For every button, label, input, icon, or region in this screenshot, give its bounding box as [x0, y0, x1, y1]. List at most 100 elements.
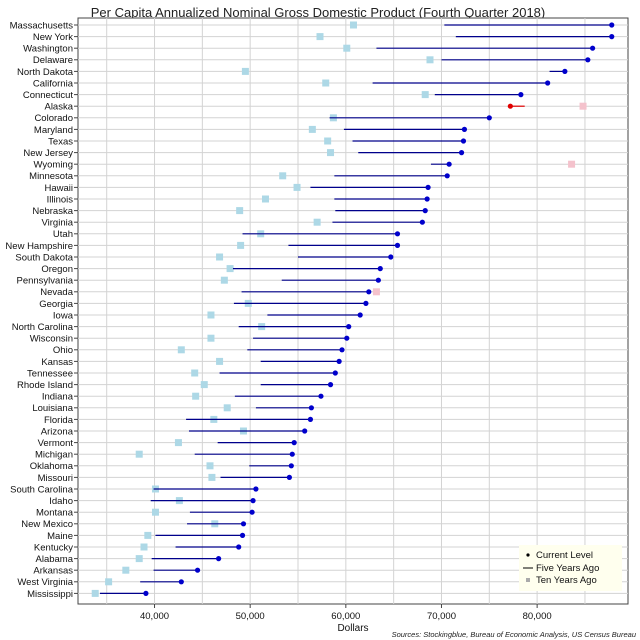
ten-years-ago-marker — [135, 450, 143, 458]
state-label: Wyoming — [33, 160, 73, 171]
legend-current-marker — [526, 553, 530, 557]
state-row: Massachusetts — [10, 20, 628, 31]
current-level-dot — [336, 358, 342, 364]
ten-years-ago-marker — [216, 253, 224, 261]
state-label: Florida — [44, 415, 74, 426]
state-row: Virginia — [41, 218, 628, 229]
state-label: Iowa — [53, 310, 74, 321]
current-level-dot — [444, 173, 450, 179]
x-tick-label: 80,000 — [523, 611, 552, 622]
current-level-dot — [375, 277, 381, 283]
state-label: Kansas — [41, 357, 73, 368]
state-label: Maryland — [34, 125, 73, 136]
current-level-dot — [302, 428, 308, 434]
current-level-dot — [286, 474, 292, 480]
state-row: New Hampshire — [5, 241, 628, 252]
state-row: Florida — [44, 415, 628, 426]
state-row: Pennsylvania — [16, 276, 628, 287]
ten-years-ago-marker — [174, 439, 182, 447]
ten-years-ago-marker — [191, 369, 199, 377]
ten-years-ago-marker — [216, 357, 224, 365]
current-level-dot — [585, 57, 591, 63]
ten-years-ago-marker — [144, 531, 152, 539]
state-label: Mississippi — [27, 589, 73, 600]
current-level-dot — [216, 556, 222, 562]
ten-years-ago-marker — [105, 578, 113, 586]
state-row: New York — [33, 32, 628, 43]
state-label: Pennsylvania — [16, 276, 73, 287]
state-row: Louisiana — [32, 403, 628, 414]
state-label: Texas — [48, 136, 73, 147]
current-level-dot — [307, 416, 314, 422]
state-row: Colorado — [34, 113, 628, 124]
state-label: Oklahoma — [30, 461, 74, 472]
ten-years-ago-marker — [293, 183, 301, 191]
current-level-dot — [461, 126, 468, 132]
current-level-dot — [288, 463, 294, 469]
ten-years-ago-marker — [208, 473, 216, 481]
current-level-dot — [388, 254, 394, 260]
current-level-dot — [250, 498, 256, 504]
current-level-dot — [562, 68, 568, 74]
current-level-dot — [366, 289, 372, 295]
state-label: North Dakota — [17, 67, 74, 78]
ten-years-ago-marker — [568, 160, 576, 168]
legend: Current Level Five Years Ago Ten Years A… — [519, 545, 622, 591]
state-label: Ohio — [53, 345, 73, 356]
state-label: Nevada — [40, 287, 73, 298]
legend-box — [519, 545, 622, 591]
state-label: Louisiana — [32, 403, 73, 414]
state-row: Alaska — [44, 102, 628, 113]
state-row: Missouri — [38, 473, 628, 484]
state-row: Hawaii — [44, 183, 628, 194]
state-label: South Carolina — [10, 484, 74, 495]
current-level-dot — [422, 208, 428, 214]
state-label: Minnesota — [29, 171, 74, 182]
current-level-dot — [458, 150, 465, 156]
state-label: New Jersey — [23, 148, 73, 159]
plot-area — [77, 17, 629, 605]
state-label: North Carolina — [12, 322, 74, 333]
state-label: Colorado — [34, 113, 73, 124]
current-level-dot — [194, 567, 201, 573]
current-level-dot — [344, 335, 350, 341]
current-level-dot — [318, 393, 324, 399]
x-axis-title: Dollars — [337, 623, 368, 634]
state-row: Michigan — [35, 450, 628, 461]
ten-years-ago-marker — [579, 102, 587, 110]
state-label: West Virginia — [17, 577, 73, 588]
current-level-dot — [239, 532, 246, 539]
state-label: Nebraska — [32, 206, 73, 217]
state-label: Wisconsin — [30, 334, 73, 345]
legend-ten-years-marker — [526, 578, 530, 582]
current-level-dot — [424, 196, 430, 202]
current-level-dot — [332, 370, 338, 376]
state-label: Utah — [53, 229, 73, 240]
current-level-dot — [253, 486, 259, 492]
ten-years-ago-marker — [327, 149, 335, 157]
ten-years-ago-marker — [324, 137, 332, 145]
current-level-dot — [609, 34, 615, 40]
state-label: Montana — [36, 508, 74, 519]
current-level-dot — [446, 161, 452, 167]
legend-current-label: Current Level — [536, 550, 593, 561]
current-level-dot — [249, 509, 255, 515]
ten-years-ago-marker — [207, 334, 215, 342]
state-row: California — [33, 78, 628, 89]
state-label: Connecticut — [23, 90, 74, 101]
state-label: Georgia — [39, 299, 74, 310]
ten-years-ago-marker — [261, 195, 269, 203]
state-label: Virginia — [41, 218, 73, 229]
current-level-dot — [590, 45, 596, 51]
state-row: Maine — [47, 531, 628, 542]
state-row: Rhode Island — [17, 380, 628, 391]
state-label: Maine — [47, 531, 73, 542]
ten-years-ago-marker — [206, 462, 214, 470]
ten-years-ago-marker — [223, 404, 231, 412]
chart-title: Per Capita Annualized Nominal Gross Dome… — [91, 5, 545, 20]
state-label: Arkansas — [33, 566, 73, 577]
state-label: California — [33, 78, 74, 89]
state-label: Vermont — [38, 438, 74, 449]
ten-years-ago-marker — [122, 566, 130, 574]
